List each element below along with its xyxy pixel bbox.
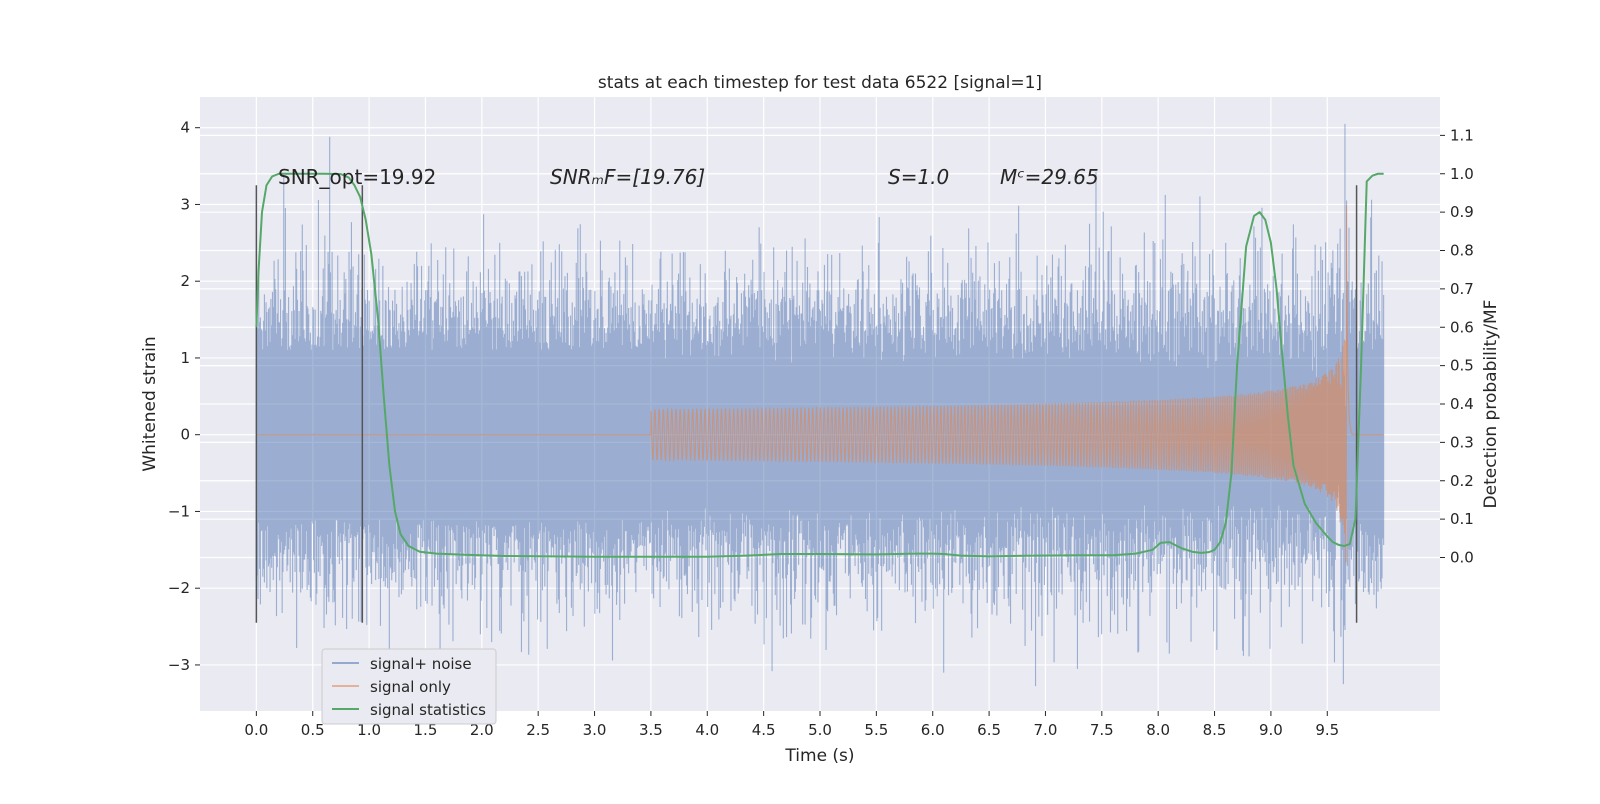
x-tick-label-9: 4.5 [752,721,776,739]
x-tick-label-10: 5.0 [808,721,832,739]
y-tick-label-7: −3 [168,656,190,674]
y2-tick-label-9: 0.2 [1450,472,1474,490]
y-tick-label-4: 0 [180,426,190,444]
x-tick-label-7: 3.5 [639,721,663,739]
x-tick-label-0: 0.0 [244,721,268,739]
x-tick-label-3: 1.5 [414,721,438,739]
annotation-s: S=1.0 [888,165,949,189]
x-tick-label-6: 3.0 [583,721,607,739]
y2-tick-label-5: 0.6 [1450,318,1474,336]
x-tick-label-4: 2.0 [470,721,494,739]
x-tick-label-17: 8.5 [1203,721,1227,739]
y2-tick-label-1: 1.0 [1450,165,1474,183]
signal-only-series [256,205,1384,564]
legend-item-signal-noise: signal+ noise [332,655,472,673]
vertical-markers [255,185,1358,623]
x-axis-label: Time (s) [784,746,854,766]
annotation-snr-mf: SNRₘF=[19.76] [550,165,705,189]
legend-item-signal-statistics: signal statistics [332,701,486,719]
y-axis-ticks: 4 3 2 1 0 −1 −2 −3 [168,119,200,674]
legend: signal+ noise signal only signal statist… [321,648,497,725]
x-tick-label-18: 9.0 [1259,721,1283,739]
signal-statistics-series [255,172,1384,558]
x-axis-ticks: 0.0 0.5 1.0 1.5 2.0 2.5 3.0 3.5 4.0 4.5 5.0 5.5 6.0 6… [244,711,1339,739]
legend-label-signal-statistics: signal statistics [370,701,486,719]
y-tick-label-3: 1 [180,349,190,367]
y-tick-label-5: −1 [168,502,190,520]
annotations: SNR_opt=19.92 SNRₘF=[19.76] S=1.0 Mᶜ=29.… [278,165,1099,189]
y-tick-label-6: −2 [168,579,190,597]
y2-tick-label-8: 0.3 [1450,433,1474,451]
x-tick-label-1: 0.5 [301,721,325,739]
y2-tick-label-10: 0.1 [1450,510,1474,528]
legend-box [321,648,497,725]
x-tick-label-11: 5.5 [864,721,888,739]
y2-axis-label: Detection probability/MF [1481,300,1501,509]
y-axis-label: Whitened strain [140,336,160,471]
x-tick-label-14: 7.0 [1034,721,1058,739]
legend-label-signal-noise: signal+ noise [370,655,472,673]
y2-tick-label-4: 0.7 [1450,280,1474,298]
annotation-mc: Mᶜ=29.65 [1000,165,1099,189]
y2-tick-label-3: 0.8 [1450,242,1474,260]
x-tick-label-15: 7.5 [1090,721,1114,739]
y-tick-label-1: 3 [180,195,190,213]
y2-tick-label-7: 0.4 [1450,395,1474,413]
x-tick-label-19: 9.5 [1315,721,1339,739]
y2-tick-label-2: 0.9 [1450,203,1474,221]
annotation-snr-opt: SNR_opt=19.92 [278,165,436,189]
signal-statistics-line [255,172,1384,558]
y2-tick-label-6: 0.5 [1450,357,1474,375]
x-tick-label-8: 4.0 [695,721,719,739]
y2-tick-label-11: 0.0 [1450,549,1474,567]
x-tick-label-16: 8.0 [1146,721,1170,739]
y2-axis-ticks: 1.1 1.0 0.9 0.8 0.7 0.6 0.5 0.4 0.3 0.2 0.1 0.0 [1440,126,1474,567]
x-tick-label-5: 2.5 [526,721,550,739]
y2-tick-label-0: 1.1 [1450,126,1474,144]
x-tick-label-2: 1.0 [357,721,381,739]
legend-item-signal-only: signal only [332,678,451,696]
x-tick-label-13: 6.5 [977,721,1001,739]
y-tick-label-2: 2 [180,272,190,290]
legend-label-signal-only: signal only [370,678,451,696]
chart-title: stats at each timestep for test data 652… [598,73,1042,93]
signal-only-trace [256,205,1384,564]
x-tick-label-12: 6.0 [921,721,945,739]
y-tick-label-0: 4 [180,119,190,137]
